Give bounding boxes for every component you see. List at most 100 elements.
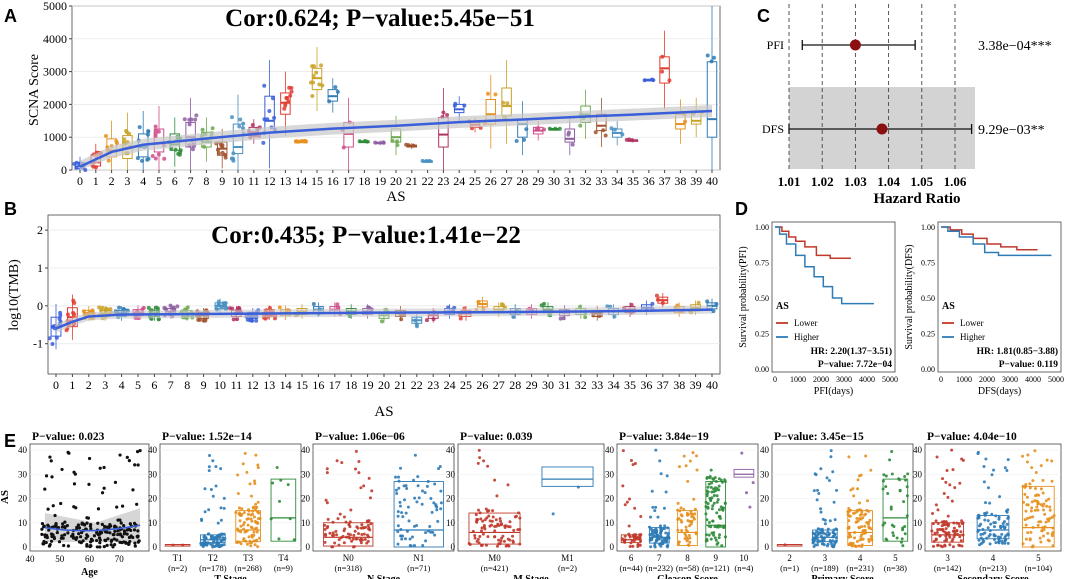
- panel-e-point: [1028, 515, 1032, 519]
- panel-a-point: [145, 132, 150, 137]
- panel-e-point: [335, 533, 339, 537]
- panel-e-age-point: [106, 537, 110, 541]
- panel-e-point: [253, 543, 257, 547]
- panel-e-point: [201, 545, 205, 549]
- panel-e-point: [356, 526, 360, 530]
- panel-e-point: [347, 523, 351, 527]
- panel-e-point: [864, 454, 868, 458]
- panel-e-ytick-label: 20: [605, 494, 615, 504]
- panel-e-point: [692, 516, 696, 520]
- panel-d-ytick-label: 0.75: [921, 259, 935, 268]
- panel-e-age-point: [59, 536, 63, 540]
- panel-d-xtick-label: 0: [773, 375, 777, 384]
- panel-a-point: [424, 158, 429, 163]
- panel-e-age-point: [47, 544, 52, 548]
- panel-a-point: [74, 165, 79, 170]
- panel-b-point: [476, 299, 481, 304]
- panel-b-xtick-label: 35: [624, 378, 636, 392]
- panel-e-point: [861, 516, 865, 520]
- panel-b-xtick-label: 24: [444, 378, 456, 392]
- panel-a-point: [712, 55, 717, 60]
- panel-e-age-point: [62, 543, 66, 548]
- panel-b-point: [254, 318, 259, 323]
- panel-e-point: [628, 535, 632, 539]
- panel-a-xtick-label: 0: [77, 174, 83, 188]
- panel-e-point: [648, 525, 652, 529]
- panel-b-point: [121, 307, 126, 312]
- panel-e-age-point: [98, 545, 102, 549]
- panel-d-ytick-label: 1.00: [755, 223, 769, 232]
- panel-e-age-point: [66, 450, 70, 454]
- panel-a-point: [534, 126, 539, 131]
- panel-e-point: [693, 512, 697, 516]
- panel-e-point: [491, 509, 495, 513]
- panel-e-point: [488, 519, 492, 523]
- panel-b-ytick-label: 0: [37, 299, 43, 313]
- panel-e-point: [513, 515, 517, 519]
- panel-e-point: [1042, 508, 1046, 512]
- panel-e-point: [337, 538, 341, 542]
- panel-a-point: [216, 151, 221, 156]
- panel-a-point: [262, 117, 267, 122]
- panel-a-xtick-label: 8: [203, 174, 209, 188]
- panel-e-point: [948, 483, 952, 487]
- panel-a-point: [150, 154, 155, 159]
- panel-e-age-point: [136, 529, 140, 533]
- panel-e-point: [481, 519, 485, 523]
- panel-e-age-point: [98, 466, 102, 470]
- panel-e-point: [396, 530, 400, 534]
- panel-a-point: [505, 101, 510, 106]
- panel-e-point: [1026, 453, 1030, 457]
- panel-e-point: [551, 512, 555, 516]
- panel-a-point: [289, 85, 294, 90]
- panel-e-point: [881, 479, 885, 483]
- panel-d-plot-area: [937, 221, 1062, 373]
- panel-e-point: [1000, 532, 1004, 536]
- panel-e-age-point: [49, 459, 53, 463]
- panel-d-xtick-label: 0: [939, 375, 943, 384]
- panel-e-xtick-label: 10: [739, 553, 749, 563]
- panel-b-point: [660, 300, 665, 305]
- panel-e-point: [1038, 536, 1042, 540]
- panel-e-age-point: [119, 521, 123, 525]
- panel-e-point: [977, 538, 981, 542]
- panel-e-point: [706, 485, 710, 489]
- panel-e-point: [408, 537, 412, 541]
- panel-e-age-point: [116, 532, 120, 537]
- panel-e-box: [541, 466, 594, 487]
- panel-e-point: [658, 459, 662, 463]
- panel-e-point: [1041, 491, 1045, 495]
- panel-e-point: [856, 478, 860, 482]
- panel-a-point: [153, 156, 158, 161]
- panel-e-point: [254, 453, 258, 457]
- panel-e-point: [476, 518, 480, 522]
- panel-b-point: [379, 319, 384, 324]
- panel-e-point: [420, 502, 424, 506]
- panel-a-point: [178, 150, 183, 155]
- panel-e-point: [1050, 459, 1054, 463]
- panel-e-point: [241, 523, 245, 527]
- panel-e-point: [956, 532, 960, 536]
- panel-e-age-point: [65, 524, 69, 528]
- panel-a-point: [189, 117, 194, 122]
- panel-e-age-point: [133, 544, 137, 548]
- panel-e-plot-2: P−value: 1.52e−14 0 10 20 30 40 T1(n=2) T2(n=17…: [148, 431, 302, 579]
- panel-e-age-point: [43, 487, 47, 491]
- panel-e-point: [1029, 530, 1033, 534]
- panel-c-row-label: DFS: [762, 122, 784, 136]
- panel-e-plot-title: P−value: 1.52e−14: [162, 431, 252, 443]
- panel-b-ytick-label: -1: [33, 337, 43, 351]
- panel-e-age-point: [113, 542, 117, 547]
- panel-a-point: [341, 145, 346, 150]
- panel-e-age-point: [90, 538, 95, 543]
- panel-a-point: [237, 124, 242, 129]
- panel-e-point: [1030, 500, 1034, 504]
- panel-e-age-point: [122, 529, 127, 533]
- panel-e-ytick-label: 40: [605, 445, 615, 455]
- panel-e-point: [688, 536, 692, 540]
- panel-e-point: [718, 516, 722, 520]
- panel-e-point: [1004, 534, 1008, 538]
- panel-e-point: [478, 456, 482, 460]
- panel-e-point: [240, 507, 244, 511]
- panel-a-point: [215, 147, 220, 152]
